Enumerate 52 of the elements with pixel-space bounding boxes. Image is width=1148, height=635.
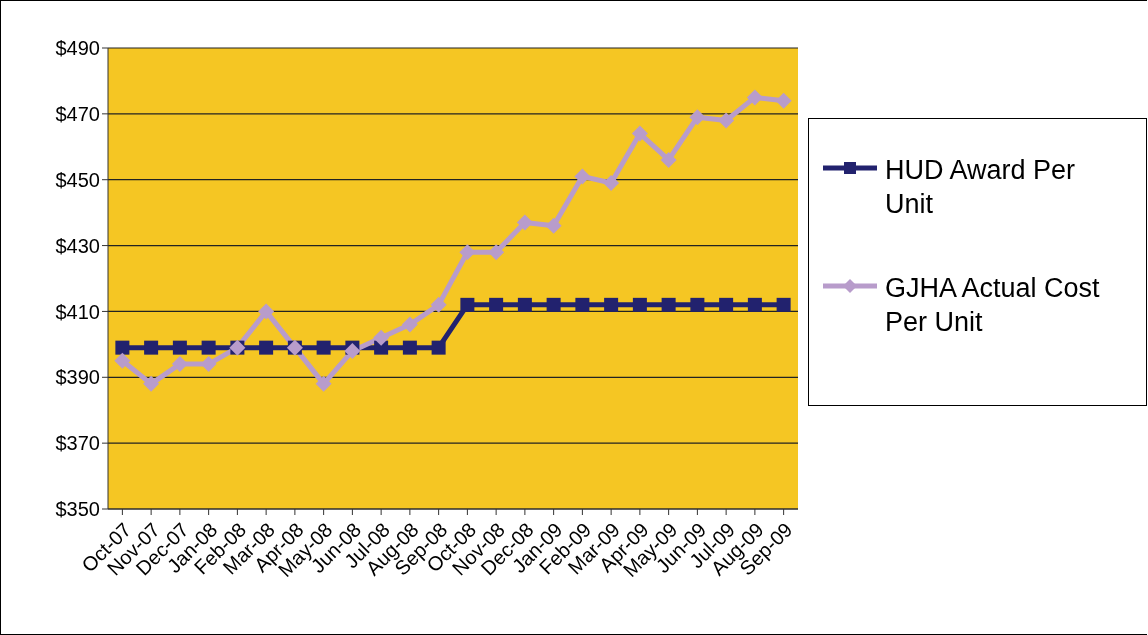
point [460, 297, 475, 312]
point [115, 340, 130, 355]
legend-label: HUD Award Per Unit [885, 154, 1077, 221]
y-tick-label: $430 [55, 234, 100, 257]
point [315, 375, 332, 392]
point [690, 297, 705, 312]
point [574, 168, 591, 185]
point [776, 297, 791, 312]
point [632, 297, 647, 312]
point [344, 342, 361, 359]
point [402, 340, 417, 355]
point [373, 329, 390, 346]
point [171, 356, 188, 373]
point [746, 89, 763, 106]
y-tick-label: $490 [55, 37, 100, 60]
point [489, 297, 504, 312]
point [719, 297, 734, 312]
point [144, 340, 159, 355]
point [459, 244, 476, 261]
point [775, 92, 792, 109]
point [431, 340, 446, 355]
point [546, 297, 561, 312]
point [660, 151, 677, 168]
point [200, 356, 217, 373]
point [259, 340, 274, 355]
point [401, 316, 418, 333]
point [517, 297, 532, 312]
point [316, 340, 331, 355]
point [661, 297, 676, 312]
point [747, 297, 762, 312]
y-tick-label: $410 [55, 300, 100, 323]
point [545, 217, 562, 234]
point [201, 340, 216, 355]
point [718, 112, 735, 129]
point [143, 375, 160, 392]
point [430, 296, 447, 313]
y-tick-label: $350 [55, 498, 100, 521]
point [172, 340, 187, 355]
point [258, 303, 275, 320]
legend-label: GJHA Actual Cost Per Unit [885, 272, 1101, 339]
y-tick-label: $470 [55, 102, 100, 125]
point [488, 244, 505, 261]
point [516, 214, 533, 231]
y-tick-label: $390 [55, 366, 100, 389]
y-tick-label: $370 [55, 432, 100, 455]
point [114, 352, 131, 369]
point [604, 297, 619, 312]
y-tick-label: $450 [55, 168, 100, 191]
point [603, 175, 620, 192]
point [631, 125, 648, 142]
point [689, 109, 706, 126]
point [575, 297, 590, 312]
